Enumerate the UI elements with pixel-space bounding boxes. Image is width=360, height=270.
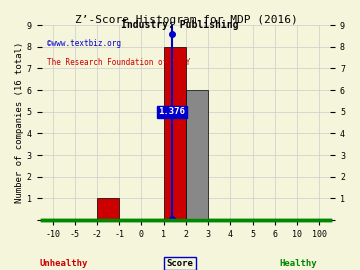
Text: Healthy: Healthy xyxy=(279,259,317,268)
Y-axis label: Number of companies (16 total): Number of companies (16 total) xyxy=(15,42,24,203)
Text: Unhealthy: Unhealthy xyxy=(40,259,88,268)
Bar xyxy=(164,47,186,220)
Text: ©www.textbiz.org: ©www.textbiz.org xyxy=(47,39,121,48)
Text: 1.376: 1.376 xyxy=(159,107,185,116)
Text: The Research Foundation of SUNY: The Research Foundation of SUNY xyxy=(47,58,191,67)
Title: Z’-Score Histogram for MDP (2016): Z’-Score Histogram for MDP (2016) xyxy=(75,15,297,25)
Bar xyxy=(97,198,119,220)
Bar xyxy=(186,90,208,220)
Text: Score: Score xyxy=(167,259,193,268)
Text: Industry: Publishing: Industry: Publishing xyxy=(121,20,239,30)
